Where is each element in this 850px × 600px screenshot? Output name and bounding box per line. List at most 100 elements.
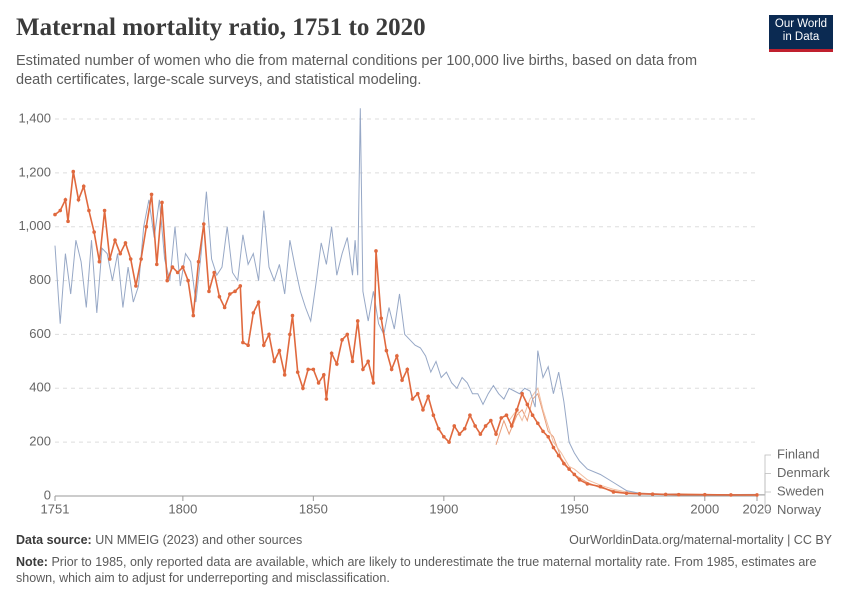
series-marker — [261, 343, 266, 348]
series-marker — [361, 367, 365, 372]
series-marker — [324, 397, 329, 401]
series-marker — [405, 367, 410, 372]
series-marker — [421, 408, 425, 412]
series-marker — [97, 259, 102, 264]
series-marker — [246, 343, 250, 348]
series-marker — [676, 492, 681, 497]
source: Data source: UN MMEIG (2023) and other s… — [16, 533, 302, 547]
series-marker — [345, 332, 350, 337]
series-marker — [102, 208, 107, 213]
series-marker — [483, 424, 488, 428]
series-marker — [181, 265, 185, 269]
legend-label: Denmark — [777, 465, 830, 480]
series-marker — [217, 294, 222, 299]
y-tick-label: 0 — [44, 487, 51, 502]
y-tick-label: 1,400 — [18, 110, 51, 125]
series-marker — [128, 257, 133, 261]
series-marker — [499, 416, 504, 420]
series-line — [495, 392, 757, 496]
url[interactable]: OurWorldinData.org/maternal-mortality | … — [569, 533, 832, 547]
series-marker — [530, 413, 535, 418]
series-marker — [201, 222, 206, 226]
series-marker — [335, 362, 339, 366]
series-marker — [113, 238, 117, 242]
series-marker — [170, 265, 175, 269]
note-label: Note: — [16, 555, 48, 569]
series-marker — [53, 212, 57, 217]
series-marker — [134, 284, 138, 288]
legend-label: Norway — [777, 502, 822, 517]
series-marker — [567, 467, 571, 471]
series-marker — [729, 493, 733, 497]
series-marker — [277, 348, 282, 353]
chart-subtitle: Estimated number of women who die from m… — [16, 53, 698, 88]
series-marker — [442, 434, 446, 439]
series-marker — [123, 241, 128, 245]
series-marker — [355, 319, 360, 323]
series-marker — [144, 224, 149, 229]
series-marker — [228, 292, 232, 296]
series-marker — [410, 397, 415, 401]
series-marker — [384, 348, 389, 353]
series-marker — [585, 482, 590, 486]
source-label: Data source: — [16, 533, 92, 547]
series-marker — [238, 284, 243, 288]
series-marker — [66, 219, 70, 224]
series-marker — [389, 367, 394, 372]
series-marker — [577, 478, 582, 482]
series-marker — [452, 424, 457, 428]
series-marker — [755, 493, 759, 497]
note: Note: Prior to 1985, only reported data … — [16, 554, 836, 586]
series-marker — [468, 413, 472, 418]
legend-label: Finland — [777, 446, 820, 461]
y-tick-label: 800 — [29, 272, 51, 287]
series-marker — [379, 316, 384, 321]
series-marker — [212, 270, 216, 275]
series-marker — [504, 413, 509, 418]
series-marker — [624, 491, 629, 496]
x-tick-label: 1950 — [560, 501, 589, 516]
series-marker — [222, 305, 227, 310]
series-marker — [703, 492, 707, 497]
series-marker — [290, 313, 295, 318]
series-marker — [541, 429, 545, 434]
series-marker — [241, 340, 245, 345]
series-marker — [431, 413, 436, 418]
series-marker — [556, 453, 561, 458]
series-marker — [191, 313, 196, 318]
logo[interactable]: Our World in Data — [769, 15, 833, 52]
series-marker — [489, 418, 493, 423]
series-marker — [272, 359, 277, 364]
series-marker — [267, 332, 271, 337]
series-marker — [509, 424, 514, 428]
series-marker — [316, 381, 321, 385]
series-marker — [233, 289, 237, 294]
series-marker — [494, 432, 498, 436]
series-marker — [321, 373, 326, 377]
series-marker — [256, 300, 261, 304]
logo-line: in Data — [782, 31, 820, 43]
series-marker — [251, 311, 256, 315]
series-marker — [611, 490, 616, 494]
series-marker — [457, 432, 462, 436]
series-marker — [63, 197, 68, 202]
series-marker — [371, 381, 376, 385]
series-marker — [562, 461, 566, 466]
series-marker — [81, 184, 86, 189]
series-marker — [447, 440, 451, 444]
series-marker — [329, 351, 334, 356]
series-marker — [637, 492, 642, 496]
series-marker — [207, 289, 211, 294]
y-tick-label: 600 — [29, 326, 51, 341]
series-marker — [311, 367, 316, 372]
series-marker — [306, 367, 310, 372]
x-tick-label: 2020 — [743, 501, 772, 516]
note-text: Prior to 1985, only reported data are av… — [16, 555, 817, 585]
series-marker — [160, 200, 164, 205]
series-marker — [108, 257, 112, 261]
y-tick-label: 200 — [29, 434, 51, 449]
chart: 0 200 400 600 800 1,000 1,200 1,400 1751 1800 1850… — [18, 108, 830, 517]
x-tick-label: 2000 — [690, 501, 719, 516]
x-tick-label: 1800 — [168, 501, 197, 516]
source-text: UN MMEIG (2023) and other sources — [95, 533, 303, 547]
